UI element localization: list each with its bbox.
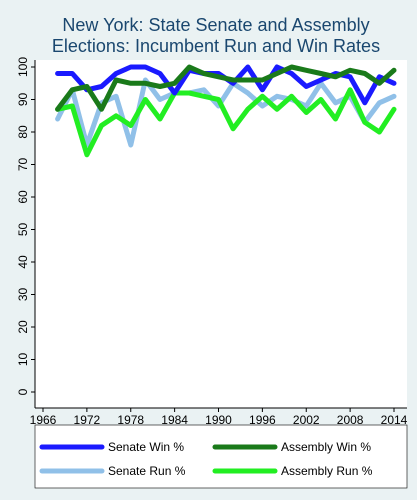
chart-title-line-2: Elections: Incumbent Run and Win Rates — [52, 36, 380, 56]
legend-items: Senate Win % Assembly Win % Senate Run % As… — [39, 440, 373, 478]
y-tick-label: 0 — [16, 388, 30, 395]
y-tick-label: 60 — [16, 190, 30, 204]
chart-title-line-1: New York: State Senate and Assembly — [62, 15, 369, 35]
x-tick-label: 1990 — [205, 413, 232, 427]
axes: 0 10 20 30 40 50 60 70 80 90 100 1966 1972 1978 1984 19… — [16, 57, 408, 427]
x-tick-label: 2014 — [381, 413, 408, 427]
legend-label: Senate Win % — [108, 440, 184, 454]
x-tick-label: 1984 — [161, 413, 188, 427]
y-tick-label: 90 — [16, 93, 30, 107]
y-tick-label: 100 — [16, 57, 30, 77]
series-line-3 — [55, 87, 397, 158]
legend-label: Assembly Win % — [281, 440, 371, 454]
series-line-2 — [55, 77, 397, 148]
y-tick-label: 20 — [16, 320, 30, 334]
x-tick-label: 1966 — [30, 413, 57, 427]
y-tick-label: 80 — [16, 125, 30, 139]
y-tick-label: 40 — [16, 255, 30, 269]
y-tick-label: 50 — [16, 223, 30, 237]
legend-label: Assembly Run % — [281, 464, 373, 478]
plot-area — [35, 60, 407, 408]
series-line-1 — [55, 64, 397, 112]
y-tick-label: 70 — [16, 158, 30, 172]
y-tick-label: 10 — [16, 353, 30, 367]
x-tick-label: 1978 — [117, 413, 144, 427]
x-tick-label: 1972 — [74, 413, 101, 427]
legend-label: Senate Run % — [108, 464, 186, 478]
legend — [34, 424, 408, 489]
x-tick-label: 2008 — [337, 413, 364, 427]
x-tick-label: 1996 — [249, 413, 276, 427]
x-tick-label: 2002 — [293, 413, 320, 427]
y-tick-label: 30 — [16, 288, 30, 302]
series-lines — [55, 64, 397, 158]
